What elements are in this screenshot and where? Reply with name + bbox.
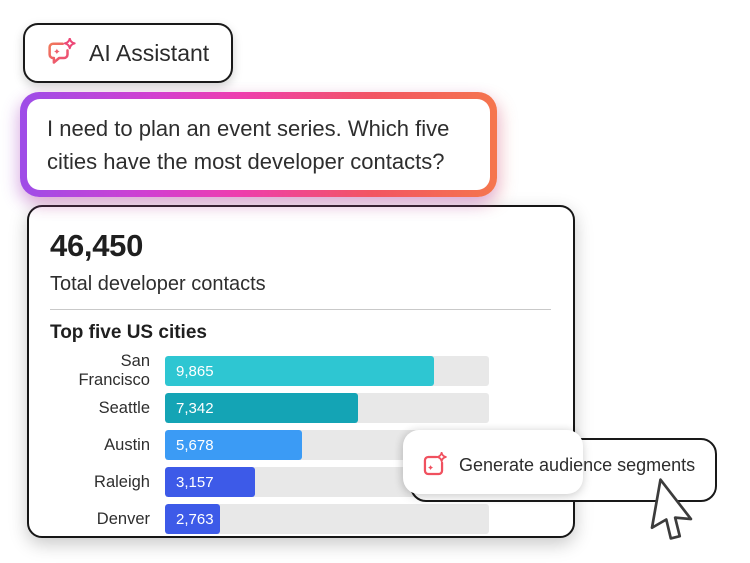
chart-row: Seattle 7,342	[50, 393, 551, 423]
chart-row: Denver 2,763	[50, 504, 551, 534]
bar-fill: 2,763	[165, 504, 221, 534]
bar-category-label: Denver	[96, 509, 150, 528]
bar-track: 7,342	[165, 393, 489, 423]
bar-category-label: Raleigh	[94, 472, 150, 491]
bar-category-label: Seattle	[98, 398, 150, 417]
bar-track: 2,763	[165, 504, 489, 534]
bar-value-label: 7,342	[176, 399, 214, 417]
ai-assistant-sparkle-chat-icon	[46, 38, 76, 68]
bar-value-label: 9,865	[176, 362, 214, 380]
cursor-pointer-icon	[646, 477, 701, 553]
ai-assistant-label: AI Assistant	[89, 39, 210, 66]
bar-category-label: Austin	[104, 435, 150, 454]
chart-row: San Francisco 9,865	[50, 352, 551, 389]
user-message-line-2: cities have the most developer contacts?	[47, 148, 445, 174]
total-contacts-label: Total developer contacts	[50, 273, 266, 295]
generate-button-label: Generate audience segments	[459, 455, 696, 475]
divider	[50, 309, 551, 310]
bar-track: 9,865	[165, 356, 489, 386]
bar-fill: 9,865	[165, 356, 434, 386]
tooltip-highlight-pill	[403, 430, 583, 494]
total-contacts-value: 46,450	[50, 228, 144, 263]
ai-assistant-badge[interactable]: AI Assistant	[23, 23, 233, 83]
bar-fill: 3,157	[165, 467, 256, 497]
user-message-line-1: I need to plan an event series. Which fi…	[47, 115, 450, 141]
bar-value-label: 3,157	[176, 473, 214, 491]
bar-fill: 7,342	[165, 393, 358, 423]
generate-sparkle-icon	[420, 452, 447, 479]
generate-audience-segments-button[interactable]: Generate audience segments	[403, 430, 717, 502]
bar-category-label: San Francisco	[78, 352, 150, 389]
chart-title: Top five US cities	[50, 322, 207, 343]
bar-value-label: 2,763	[176, 510, 214, 528]
user-message-bubble: I need to plan an event series. Which fi…	[20, 92, 497, 197]
bar-fill: 5,678	[165, 430, 303, 460]
bar-value-label: 5,678	[176, 436, 214, 454]
